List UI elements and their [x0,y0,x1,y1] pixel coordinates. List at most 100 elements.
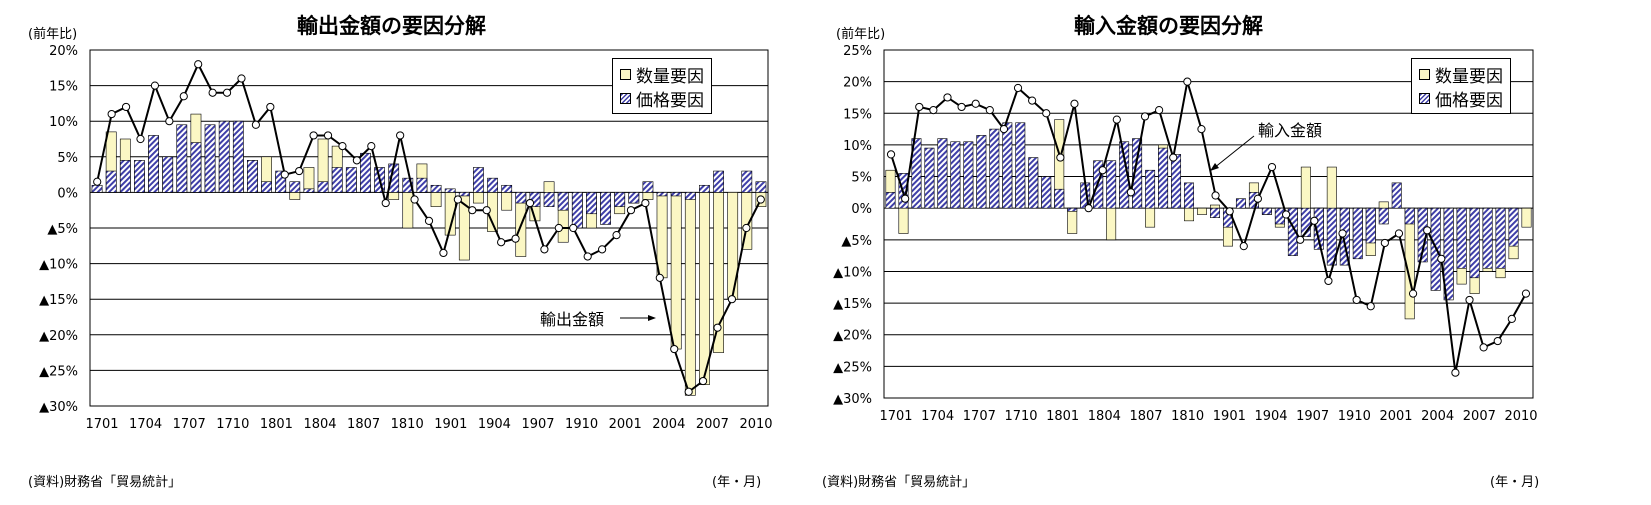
price-bar [402,177,414,193]
total-point [1267,162,1277,172]
total-point [1408,289,1418,298]
total-point [569,223,578,233]
legend-swatch-price [1419,92,1430,104]
price-bar [317,181,329,193]
quantity-bar [473,192,484,204]
legend-swatch-quantity [620,68,631,80]
total-point [1281,210,1291,219]
price-bar [600,192,611,225]
y-tick-label: 5% [851,171,872,186]
quantity-bar [670,192,682,350]
y-axis-unit-label: (前年比) [28,27,78,42]
price-bar [261,181,272,193]
price-bar [218,120,230,193]
quantity-bar [1197,207,1207,215]
quantity-bar [1300,166,1311,209]
total-point [1479,343,1488,352]
annotation-arrowhead [648,315,656,321]
legend-item-price: 価格要因 [1419,86,1503,111]
plot-frame [89,49,769,407]
price-bar [571,192,583,229]
chart-title: 輸出金額の要因分解 [297,14,486,38]
x-tick-label: 2001 [1379,409,1412,424]
price-bar [1015,122,1026,209]
price-bar [501,184,513,193]
quantity-bar [543,181,555,193]
x-tick-label: 1710 [1004,409,1037,424]
y-tick-label: ▲20% [39,329,78,344]
total-point [1183,77,1192,86]
price-bar [473,167,484,193]
total-point [1521,289,1531,298]
price-bar [924,147,935,209]
price-bar [1171,154,1182,209]
y-tick-label: ▲10% [833,265,872,280]
price-bar [303,188,315,193]
x-tick-label: 1907 [521,417,554,432]
total-point [999,124,1009,134]
chart-title: 輸入金額の要因分解 [1074,14,1263,38]
x-tick-label: 2010 [1504,409,1537,424]
price-bar [204,124,216,193]
total-point [482,206,491,215]
x-tick-label: 2004 [652,417,685,432]
y-tick-label: 25% [843,44,872,59]
price-bar [1028,157,1039,209]
total-point [1126,188,1136,197]
total-point [626,206,636,215]
x-tick-label: 1810 [391,417,424,432]
price-bar [232,120,244,193]
price-bar [950,141,961,209]
total-point [1042,109,1051,118]
total-point [1338,229,1347,238]
annotation-arrow [1213,135,1255,169]
price-bar [1443,207,1454,301]
x-tick-label: 1807 [347,417,380,432]
legend-item-price: 価格要因 [620,86,704,111]
quantity-bar [1106,207,1117,241]
x-tick-label: 1904 [478,417,511,432]
total-point [511,234,520,243]
line-annotation: 輸入金額 [1258,121,1323,140]
total-point [1070,99,1079,108]
total-point [583,252,592,261]
price-bar [911,138,922,209]
total-point [1465,295,1474,305]
total-point [1155,106,1164,115]
total-point [179,92,188,101]
x-tick-label: 1704 [129,417,162,432]
y-tick-label: 15% [49,80,78,95]
y-tick-label: ▲30% [39,400,78,415]
total-point [957,102,966,112]
price-bar [1482,207,1493,269]
price-bar [1054,188,1065,209]
quantity-bar [501,192,513,211]
total-point [208,88,217,97]
price-bar [699,184,710,193]
total-point [1366,302,1375,311]
annotation-arrowhead [1210,163,1219,171]
total-point [698,376,708,386]
total-point [1253,194,1262,203]
price-bar [1300,207,1311,237]
price-bar [741,170,753,193]
x-tick-label: 1901 [1213,409,1246,424]
quantity-bar [898,207,909,234]
price-bar [176,124,188,193]
total-line [890,81,1527,373]
price-bar [416,177,428,193]
total-point [1352,295,1361,305]
legend-swatch-price [620,92,631,104]
x-tick-label: 1804 [1088,409,1121,424]
total-point [1211,191,1220,200]
price-bar [963,141,974,209]
import-chart-panel: 輸入金額の要因分解 (前年比) 25% 20% 15% 10% 5% 0% ▲5% ▲10% ▲… [822,0,1651,505]
x-axis-unit-label: (年・月) [1490,475,1540,490]
price-bar [1106,160,1117,209]
total-point [309,131,318,140]
x-tick-label: 1807 [1129,409,1162,424]
price-bar [989,128,1000,209]
legend-label: 価格要因 [1435,90,1503,111]
total-point [886,150,896,159]
x-tick-label: 2001 [609,417,642,432]
